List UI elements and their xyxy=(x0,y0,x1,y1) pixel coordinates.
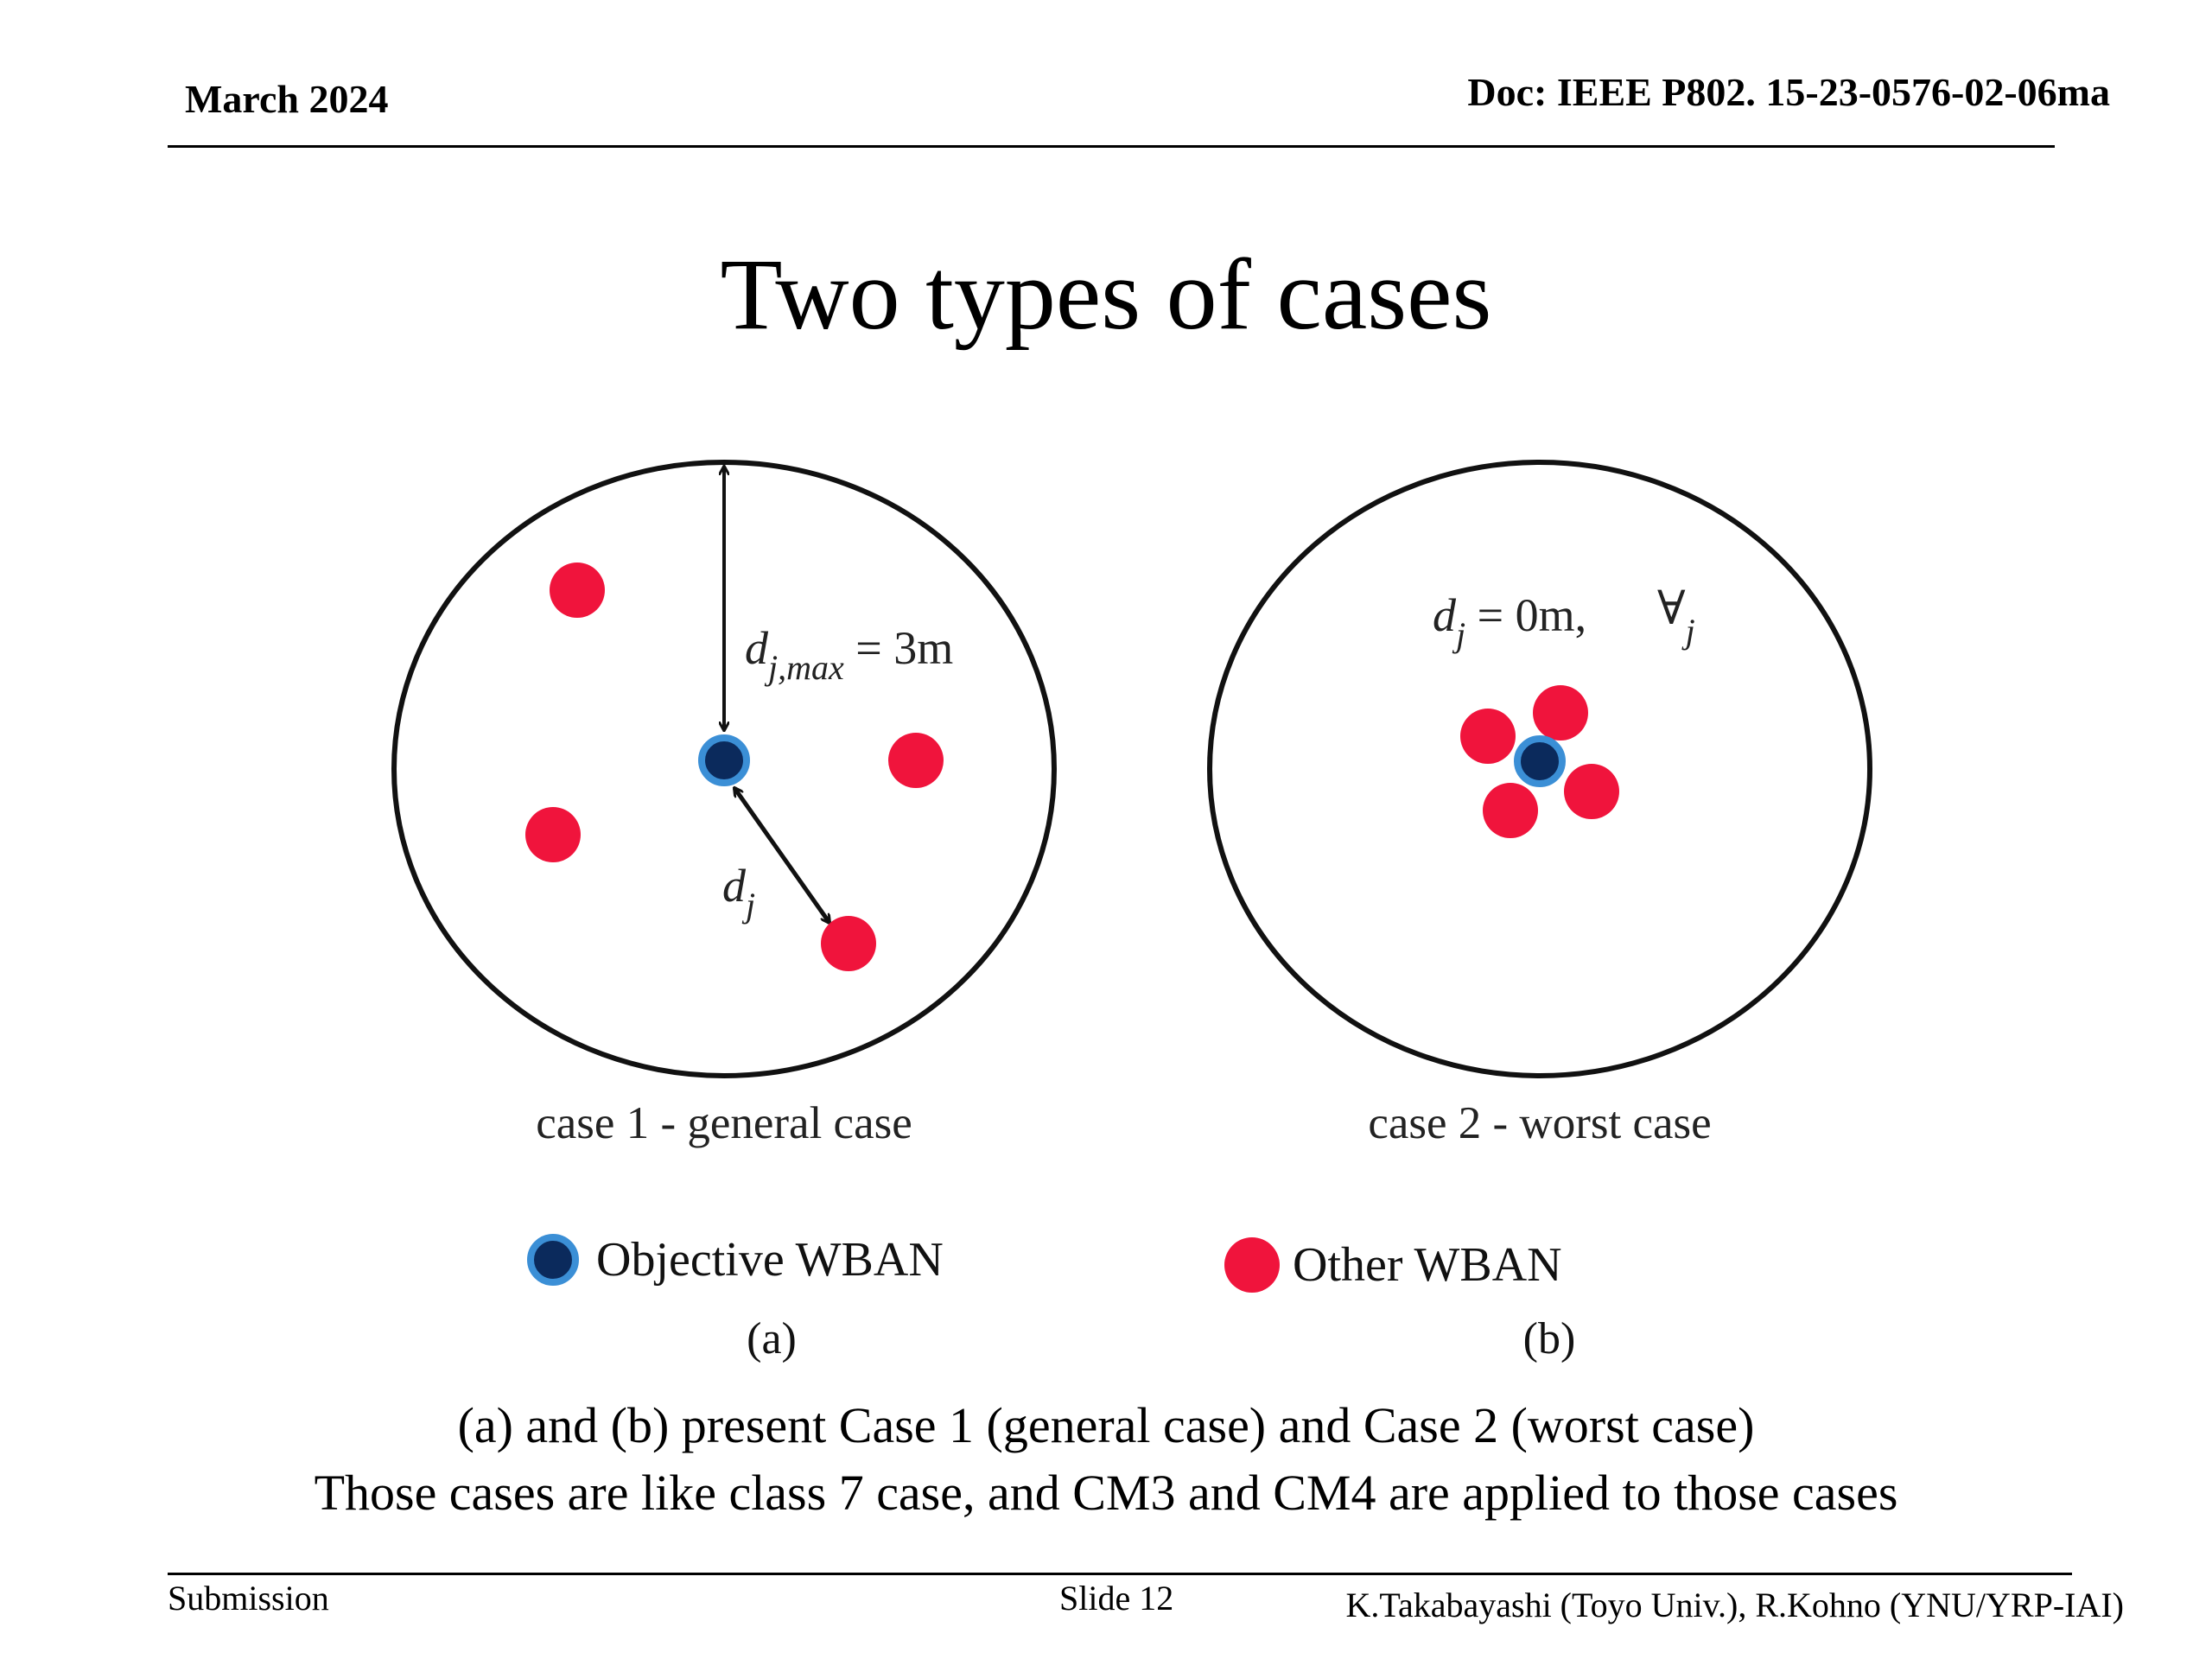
case2-other-wban xyxy=(1533,685,1588,741)
case2-other-wban xyxy=(1564,764,1619,819)
slide-title: Two types of cases xyxy=(720,238,1492,351)
case2-other-wban xyxy=(1483,783,1538,838)
legend-other-marker xyxy=(1224,1237,1280,1293)
legend-other-label: Other WBAN xyxy=(1293,1238,1562,1292)
footer-submission: Submission xyxy=(168,1579,329,1618)
case2-distance-label: dj = 0m, xyxy=(1433,589,1586,654)
subfigure-b-label: (b) xyxy=(1522,1314,1576,1363)
header-date: March 2024 xyxy=(185,77,389,121)
case2-caption: case 2 - worst case xyxy=(1368,1098,1712,1148)
case1-other-wban xyxy=(888,733,944,788)
case2-other-wban xyxy=(1460,709,1516,764)
dmax-label: dj,max = 3m xyxy=(745,622,953,687)
dj-label: dj xyxy=(722,860,755,925)
legend-objective-marker xyxy=(527,1234,579,1286)
cases-diagram: dj,max = 3m dj dj = 0m, ∀j xyxy=(391,460,1872,1293)
case1-other-wban xyxy=(821,916,876,971)
description-line-2: Those cases are like class 7 case, and C… xyxy=(314,1465,1898,1521)
case1-other-wban xyxy=(525,807,581,862)
subfigure-a-label: (a) xyxy=(747,1314,797,1363)
case2-forall-label: ∀j xyxy=(1657,582,1695,651)
case1-caption: case 1 - general case xyxy=(536,1098,912,1148)
case1-boundary-circle xyxy=(391,460,1057,1078)
case2-boundary-circle xyxy=(1207,460,1872,1078)
description-line-1: (a) and (b) present Case 1 (general case… xyxy=(457,1397,1755,1453)
case2-objective-wban xyxy=(1514,735,1566,787)
footer-divider xyxy=(168,1573,2072,1575)
legend-objective-label: Objective WBAN xyxy=(596,1233,944,1287)
case1-objective-wban xyxy=(698,734,750,786)
dj-arrow xyxy=(734,788,830,923)
case1-other-wban xyxy=(550,563,605,618)
footer-authors: K.Takabayashi (Toyo Univ.), R.Kohno (YNU… xyxy=(1345,1586,2124,1624)
header-divider xyxy=(168,145,2055,148)
footer-slide-number: Slide 12 xyxy=(1059,1579,1174,1618)
header-doc-id: Doc: IEEE P802. 15-23-0576-02-06ma xyxy=(1467,70,2110,114)
